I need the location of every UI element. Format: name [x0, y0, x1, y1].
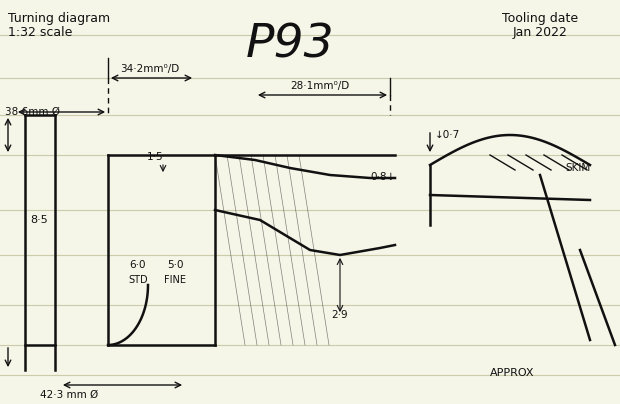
- Text: 2·9: 2·9: [332, 310, 348, 320]
- Text: 28·1mm⁰/D: 28·1mm⁰/D: [290, 81, 350, 91]
- Text: 0·8↓: 0·8↓: [370, 172, 396, 182]
- Text: 1·5: 1·5: [147, 152, 163, 162]
- Text: SKIM: SKIM: [565, 163, 590, 173]
- Text: Tooling date: Tooling date: [502, 12, 578, 25]
- Text: P93: P93: [246, 22, 334, 67]
- Text: STD: STD: [128, 275, 148, 285]
- Text: ↓0·7: ↓0·7: [435, 130, 460, 140]
- Text: 5·0: 5·0: [167, 260, 184, 270]
- Text: Turning diagram: Turning diagram: [8, 12, 110, 25]
- Text: FINE: FINE: [164, 275, 186, 285]
- Text: APPROX: APPROX: [490, 368, 534, 378]
- Text: Jan 2022: Jan 2022: [513, 26, 567, 39]
- Text: 42·3 mm Ø: 42·3 mm Ø: [40, 390, 98, 400]
- Text: 6·0: 6·0: [130, 260, 146, 270]
- Text: 38·6mm Ø: 38·6mm Ø: [5, 107, 60, 117]
- Text: 34·2mm⁰/D: 34·2mm⁰/D: [120, 64, 180, 74]
- Text: 8·5: 8·5: [30, 215, 48, 225]
- Text: 1:32 scale: 1:32 scale: [8, 26, 73, 39]
